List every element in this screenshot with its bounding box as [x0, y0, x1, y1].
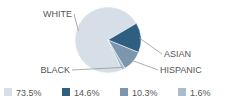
pie: [75, 7, 141, 73]
legend-swatch: [62, 88, 70, 96]
slice-label: HISPANIC: [160, 65, 202, 75]
legend-label: 10.3%: [132, 88, 158, 98]
slice-label: ASIAN: [164, 49, 191, 59]
legend-label: 14.6%: [74, 88, 100, 98]
pie-slice: [108, 40, 125, 70]
legend: 73.5% 14.6% 10.3% 1.6%: [4, 88, 211, 98]
legend-swatch: [4, 88, 12, 96]
leader-line: [132, 60, 158, 70]
chart: WHITE ASIAN HISPANIC BLACK 73.5% 14.6% 10.3% 1.…: [0, 0, 240, 100]
slice-label: WHITE: [43, 9, 72, 19]
slice-labels: WHITE ASIAN HISPANIC BLACK: [40, 9, 202, 75]
legend-label: 1.6%: [190, 88, 211, 98]
legend-swatch: [178, 88, 186, 96]
slice-label: BLACK: [40, 65, 70, 75]
legend-label: 73.5%: [16, 88, 42, 98]
pie-slice: [108, 40, 139, 68]
leader-line: [139, 38, 162, 54]
leader-line: [72, 67, 122, 70]
leader-line: [74, 14, 78, 31]
legend-swatch: [120, 88, 128, 96]
